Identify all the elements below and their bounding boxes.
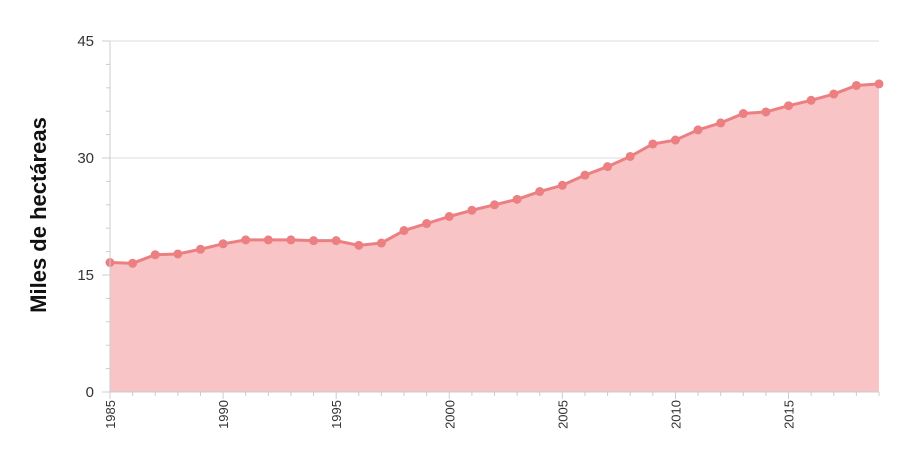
data-point-1987 <box>150 250 160 260</box>
data-point-2014 <box>761 107 771 117</box>
x-tick-label-2015: 2015 <box>782 400 797 429</box>
area-fill-layer <box>110 83 879 393</box>
x-tick-label-1990: 1990 <box>216 400 231 429</box>
data-point-1997 <box>376 238 386 248</box>
data-point-2008 <box>625 151 635 161</box>
data-point-2004 <box>535 187 545 197</box>
data-point-1998 <box>399 226 409 236</box>
data-point-1992 <box>263 235 273 245</box>
data-point-2019 <box>874 79 884 89</box>
data-point-2009 <box>648 139 658 149</box>
data-point-1986 <box>128 258 138 268</box>
data-point-1994 <box>309 236 319 246</box>
data-point-2016 <box>806 95 816 105</box>
x-tick-label-2010: 2010 <box>668 400 683 429</box>
x-tick-label-2005: 2005 <box>555 400 570 429</box>
y-tick-labels: 0 15 30 45 <box>77 33 94 401</box>
y-tick-label-45: 45 <box>77 33 94 50</box>
data-point-1991 <box>241 235 251 245</box>
data-point-2001 <box>467 205 477 215</box>
data-point-2012 <box>716 118 726 128</box>
data-point-1990 <box>218 239 228 249</box>
area-fill <box>110 83 879 393</box>
data-point-1988 <box>173 249 183 259</box>
data-point-1999 <box>422 219 432 229</box>
data-point-2003 <box>512 194 522 204</box>
data-point-2006 <box>580 170 590 180</box>
data-point-2010 <box>670 135 680 145</box>
data-points <box>105 79 884 268</box>
data-point-2005 <box>557 180 567 190</box>
axes <box>102 40 880 399</box>
data-point-1993 <box>286 235 296 245</box>
x-tick-label-1985: 1985 <box>103 400 118 429</box>
x-tick-label-2000: 2000 <box>442 400 457 429</box>
data-point-2000 <box>444 212 454 221</box>
data-point-2015 <box>784 101 794 111</box>
data-point-1996 <box>354 240 364 250</box>
y-tick-label-30: 30 <box>77 150 94 167</box>
y-tick-label-0: 0 <box>86 384 94 401</box>
data-point-2013 <box>738 109 748 119</box>
data-point-1989 <box>195 244 205 254</box>
x-tick-labels: 1985 1990 1995 2000 2005 2010 2015 <box>103 400 797 429</box>
x-tick-label-1995: 1995 <box>329 400 344 429</box>
data-point-2007 <box>603 162 613 172</box>
data-point-1995 <box>331 236 341 246</box>
y-tick-label-15: 15 <box>77 267 94 284</box>
data-point-2018 <box>851 80 861 90</box>
data-point-2011 <box>693 125 703 135</box>
data-point-2017 <box>829 89 839 99</box>
y-axis-label: Miles de hectáreas <box>26 117 51 313</box>
data-point-2002 <box>490 200 499 210</box>
